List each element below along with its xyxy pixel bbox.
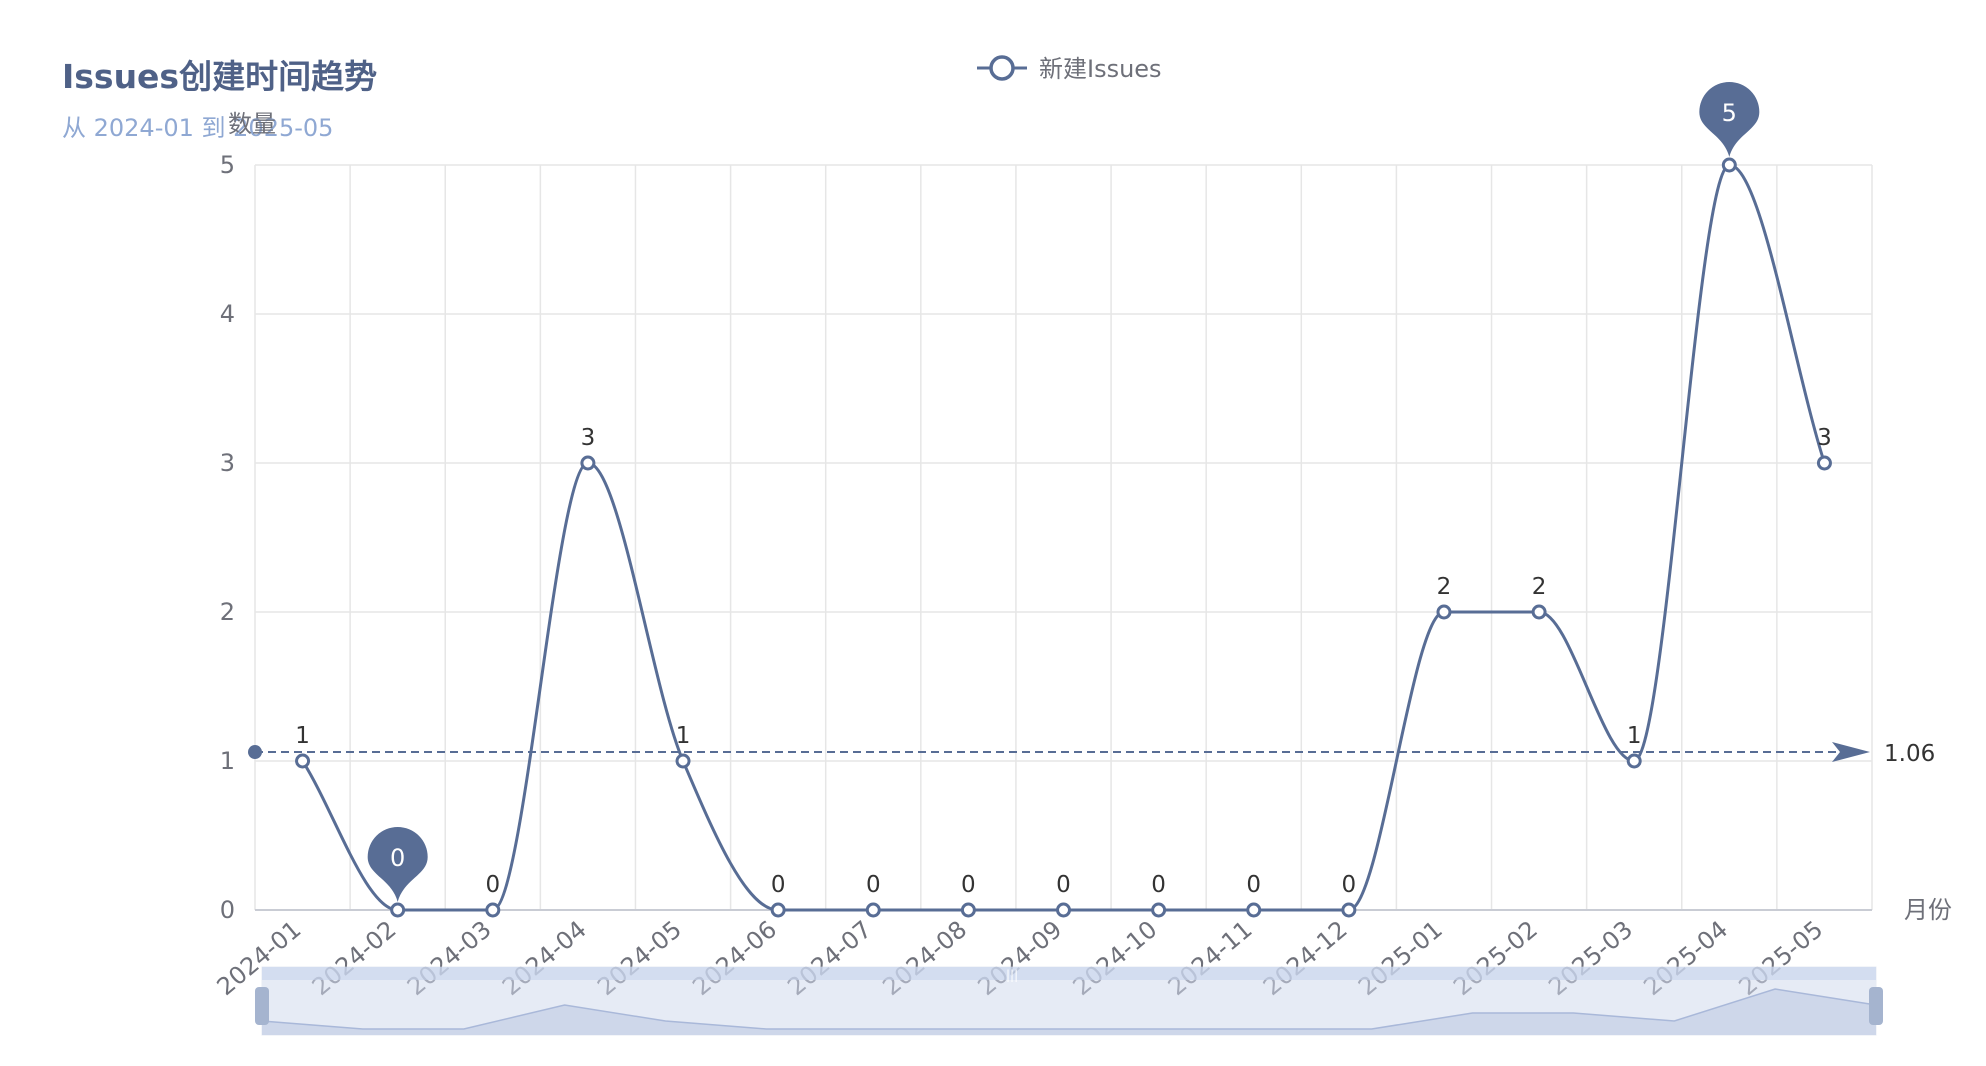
mark-point-label: 5 xyxy=(1722,99,1737,127)
data-label: 0 xyxy=(1246,872,1261,898)
y-tick-label: 3 xyxy=(220,449,235,477)
legend-marker-icon xyxy=(989,55,1015,81)
data-label: 0 xyxy=(485,872,500,898)
data-label: 0 xyxy=(1151,872,1166,898)
data-point xyxy=(295,753,311,769)
grid-lines xyxy=(254,164,1873,910)
data-points xyxy=(295,157,1832,918)
data-label: 2 xyxy=(1437,574,1452,600)
data-point xyxy=(1056,902,1071,918)
x-axis-name: 月份 xyxy=(1904,896,1952,924)
y-tick-label: 5 xyxy=(220,151,235,179)
slider-mini-line xyxy=(261,988,1877,1030)
slider-grip: ||| xyxy=(1006,968,1018,982)
mark-point-pin xyxy=(367,827,428,902)
chart-title: Issues创建时间趋势 xyxy=(62,57,378,96)
mark-line-label: 1.06 xyxy=(1884,741,1935,767)
y-tick-label: 0 xyxy=(220,896,235,924)
legend-label: 新建Issues xyxy=(1039,55,1162,83)
slider-handle-right xyxy=(1869,987,1883,1025)
average-mark-line: 1.06 xyxy=(248,741,1935,767)
mark-points: 50 xyxy=(367,82,1760,902)
data-zoom-slider[interactable]: ||| xyxy=(255,966,1883,1036)
legend[interactable]: 新建Issues xyxy=(977,55,1162,83)
data-point xyxy=(675,753,691,769)
mark-point-pin xyxy=(1699,82,1760,157)
mark-line-arrow xyxy=(1832,742,1870,763)
chart-subtitle: 从 2024-01 到 2025-05 xyxy=(62,114,334,142)
slider-handle-left xyxy=(255,987,269,1025)
data-point xyxy=(580,455,596,471)
data-point xyxy=(485,902,501,918)
data-label: 0 xyxy=(1056,872,1071,898)
data-label: 0 xyxy=(771,872,786,898)
data-label: 1 xyxy=(676,723,691,749)
data-point xyxy=(1721,157,1737,173)
data-point xyxy=(865,902,881,918)
data-label: 3 xyxy=(581,425,596,451)
y-tick-label: 4 xyxy=(220,300,235,328)
data-label: 2 xyxy=(1532,574,1547,600)
data-point xyxy=(960,902,976,918)
data-labels: 1 0 3 1 0 0 0 0 0 0 0 2 2 1 3 xyxy=(295,425,1832,898)
series-line-path xyxy=(301,163,1826,912)
data-point xyxy=(770,902,786,918)
data-label: 0 xyxy=(1342,872,1357,898)
data-label: 1 xyxy=(1627,723,1642,749)
series-line xyxy=(301,163,1826,912)
y-tick-label: 2 xyxy=(220,598,235,626)
data-label: 0 xyxy=(961,872,976,898)
data-point xyxy=(1816,455,1832,471)
slider-mini-area xyxy=(262,989,1876,1035)
data-point xyxy=(1246,902,1262,918)
data-point xyxy=(1151,902,1167,918)
data-point xyxy=(1436,604,1452,620)
data-point xyxy=(1626,753,1642,769)
y-tick-label: 1 xyxy=(220,747,235,775)
data-point xyxy=(390,902,406,918)
data-label: 0 xyxy=(866,872,881,898)
y-axis-name: 数量 xyxy=(228,110,276,138)
mark-point-label: 0 xyxy=(390,844,405,872)
slider-top-bar xyxy=(262,967,1876,980)
data-label: 3 xyxy=(1817,425,1832,451)
data-label: 1 xyxy=(295,723,310,749)
data-point xyxy=(1341,902,1357,918)
data-point xyxy=(1531,604,1547,620)
